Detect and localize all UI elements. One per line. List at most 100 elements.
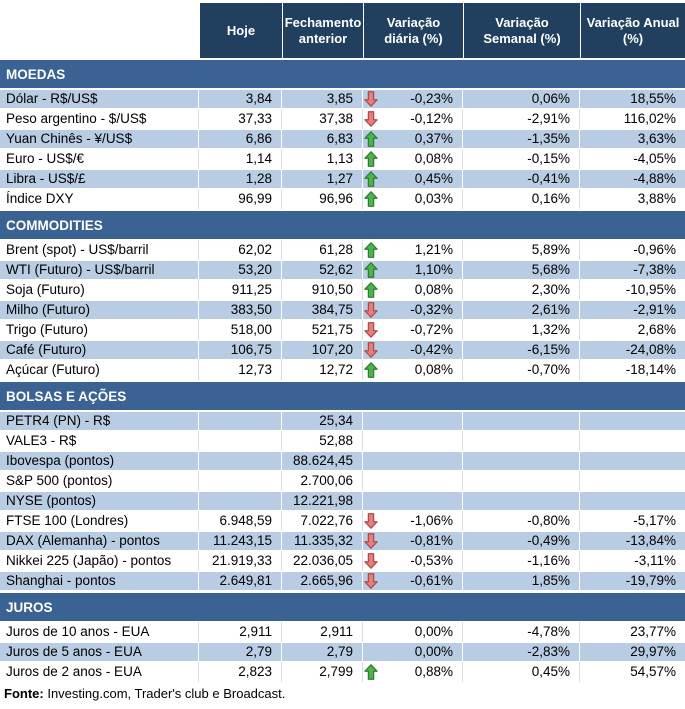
table-row: Shanghai - pontos 2.649,81 2.665,96 -0,61% 1… bbox=[0, 571, 685, 591]
fechamento-cell: 61,28 bbox=[282, 240, 363, 260]
fechamento-cell: 7.022,76 bbox=[282, 511, 363, 531]
fechamento-cell: 37,38 bbox=[282, 109, 363, 129]
variacao-diaria-cell: 0,88% bbox=[363, 662, 463, 682]
fechamento-cell: 910,50 bbox=[282, 280, 363, 300]
variacao-semanal-cell: -1,16% bbox=[463, 551, 580, 571]
table-row: Índice DXY 96,99 96,96 0,03% 0,16% 3,88% bbox=[0, 189, 685, 209]
up-arrow-icon bbox=[364, 170, 378, 188]
table-row: S&P 500 (pontos) 2.700,06 bbox=[0, 471, 685, 491]
variacao-anual-cell: -10,95% bbox=[580, 280, 685, 300]
hoje-cell: 21.919,33 bbox=[199, 551, 282, 571]
row-label: S&P 500 (pontos) bbox=[0, 471, 199, 491]
variacao-semanal-cell: -0,49% bbox=[463, 531, 580, 551]
variacao-diaria-value: 0,45% bbox=[414, 171, 453, 186]
down-arrow-icon bbox=[364, 301, 378, 319]
variacao-diaria-cell: -0,12% bbox=[363, 109, 463, 129]
table-row: Trigo (Futuro) 518,00 521,75 -0,72% 1,32% 2,6… bbox=[0, 320, 685, 340]
row-label: PETR4 (PN) - R$ bbox=[0, 411, 199, 431]
table-row: Libra - US$/£ 1,28 1,27 0,45% -0,41% -4,88% bbox=[0, 169, 685, 189]
variacao-diaria-cell: 0,37% bbox=[363, 129, 463, 149]
hoje-cell: 2,79 bbox=[199, 642, 282, 662]
up-arrow-icon bbox=[364, 361, 378, 379]
variacao-diaria-cell: -0,23% bbox=[363, 89, 463, 109]
variacao-diaria-cell: 0,08% bbox=[363, 149, 463, 169]
variacao-semanal-cell: -2,83% bbox=[463, 642, 580, 662]
variacao-diaria-cell: 1,21% bbox=[363, 240, 463, 260]
down-arrow-icon bbox=[364, 532, 378, 550]
fechamento-cell: 2.700,06 bbox=[282, 471, 363, 491]
fechamento-cell: 2.665,96 bbox=[282, 571, 363, 591]
row-label: Milho (Futuro) bbox=[0, 300, 199, 320]
table-row: PETR4 (PN) - R$ 25,34 bbox=[0, 411, 685, 431]
hoje-cell: 37,33 bbox=[199, 109, 282, 129]
row-label: Euro - US$/€ bbox=[0, 149, 199, 169]
up-arrow-icon bbox=[364, 130, 378, 148]
variacao-diaria-cell bbox=[363, 411, 463, 431]
variacao-anual-cell: 3,63% bbox=[580, 129, 685, 149]
hoje-cell: 1,14 bbox=[199, 149, 282, 169]
variacao-anual-cell: -24,08% bbox=[580, 340, 685, 360]
table-row: Milho (Futuro) 383,50 384,75 -0,32% 2,61% -2,… bbox=[0, 300, 685, 320]
variacao-semanal-cell: 2,61% bbox=[463, 300, 580, 320]
row-label: WTI (Futuro) - US$/barril bbox=[0, 260, 199, 280]
down-arrow-icon bbox=[364, 90, 378, 108]
fechamento-cell: 2,911 bbox=[282, 622, 363, 642]
variacao-diaria-value: 0,00% bbox=[414, 624, 453, 639]
row-label: Yuan Chinês - ¥/US$ bbox=[0, 129, 199, 149]
up-arrow-icon bbox=[364, 241, 378, 259]
fechamento-cell: 6,83 bbox=[282, 129, 363, 149]
variacao-semanal-cell: 1,32% bbox=[463, 320, 580, 340]
variacao-diaria-value: 0,08% bbox=[414, 151, 453, 166]
variacao-semanal-cell: 0,16% bbox=[463, 189, 580, 209]
source-text: Investing.com, Trader's club e Broadcast… bbox=[43, 686, 286, 701]
variacao-diaria-cell: 0,08% bbox=[363, 360, 463, 380]
variacao-semanal-cell: -0,15% bbox=[463, 149, 580, 169]
row-label: Brent (spot) - US$/barril bbox=[0, 240, 199, 260]
section-header-bolsas-e-acoes: BOLSAS E AÇÕES bbox=[0, 382, 685, 410]
row-label: VALE3 - R$ bbox=[0, 431, 199, 451]
variacao-diaria-value: 0,08% bbox=[414, 282, 453, 297]
row-label: Shanghai - pontos bbox=[0, 571, 199, 591]
section-header-juros: JUROS bbox=[0, 593, 685, 621]
variacao-anual-cell: -2,91% bbox=[580, 300, 685, 320]
hoje-cell bbox=[199, 431, 282, 451]
table-row: Yuan Chinês - ¥/US$ 6,86 6,83 0,37% -1,35% 3,… bbox=[0, 129, 685, 149]
fechamento-cell: 22.036,05 bbox=[282, 551, 363, 571]
variacao-anual-cell: -5,17% bbox=[580, 511, 685, 531]
variacao-semanal-cell: -0,70% bbox=[463, 360, 580, 380]
hoje-cell: 3,84 bbox=[199, 89, 282, 109]
variacao-anual-cell bbox=[580, 491, 685, 511]
variacao-anual-cell: -4,88% bbox=[580, 169, 685, 189]
variacao-diaria-value: -0,42% bbox=[410, 342, 453, 357]
down-arrow-icon bbox=[364, 572, 378, 590]
row-label: Juros de 10 anos - EUA bbox=[0, 622, 199, 642]
variacao-diaria-value: 1,10% bbox=[414, 262, 453, 277]
column-header-variacao-diaria: Variação diária (%) bbox=[363, 3, 463, 58]
row-label: Peso argentino - $/US$ bbox=[0, 109, 199, 129]
row-label: DAX (Alemanha) - pontos bbox=[0, 531, 199, 551]
variacao-anual-cell: 18,55% bbox=[580, 89, 685, 109]
variacao-semanal-cell bbox=[463, 451, 580, 471]
variacao-semanal-cell bbox=[463, 411, 580, 431]
row-label: Índice DXY bbox=[0, 189, 199, 209]
variacao-semanal-cell: 2,30% bbox=[463, 280, 580, 300]
corner-cell bbox=[0, 3, 199, 58]
hoje-cell: 2,823 bbox=[199, 662, 282, 682]
variacao-diaria-value: 1,21% bbox=[414, 242, 453, 257]
hoje-cell: 62,02 bbox=[199, 240, 282, 260]
up-arrow-icon bbox=[364, 150, 378, 168]
variacao-diaria-value: 0,37% bbox=[414, 131, 453, 146]
variacao-semanal-cell bbox=[463, 471, 580, 491]
variacao-diaria-cell bbox=[363, 451, 463, 471]
variacao-diaria-cell: 0,00% bbox=[363, 642, 463, 662]
fechamento-cell: 2,799 bbox=[282, 662, 363, 682]
row-label: Soja (Futuro) bbox=[0, 280, 199, 300]
fechamento-cell: 11.335,32 bbox=[282, 531, 363, 551]
hoje-cell: 518,00 bbox=[199, 320, 282, 340]
variacao-anual-cell bbox=[580, 411, 685, 431]
variacao-semanal-cell: 0,45% bbox=[463, 662, 580, 682]
variacao-semanal-cell: 1,85% bbox=[463, 571, 580, 591]
variacao-anual-cell: 23,77% bbox=[580, 622, 685, 642]
down-arrow-icon bbox=[364, 512, 378, 530]
